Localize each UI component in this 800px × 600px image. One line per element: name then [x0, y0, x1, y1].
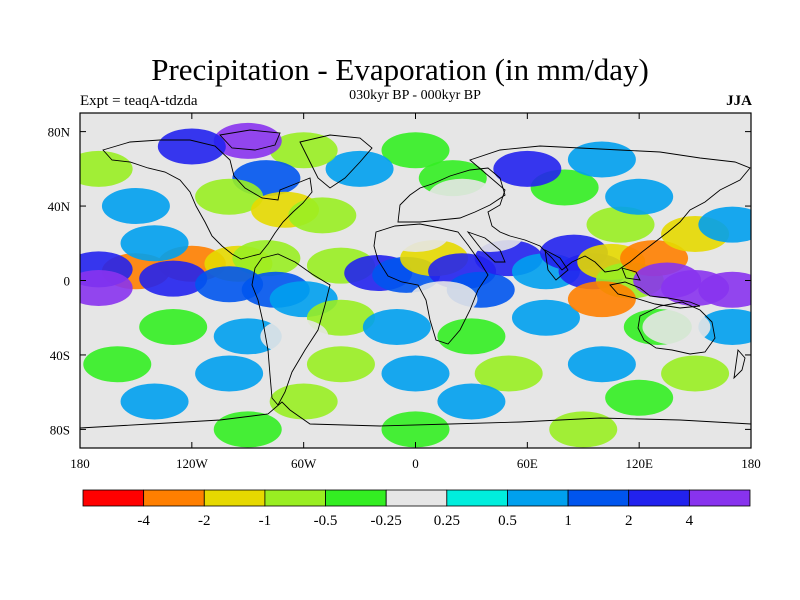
coastline-africa	[373, 223, 489, 345]
colorbar-label: -1	[259, 513, 272, 529]
field-blob	[288, 197, 357, 234]
colorbar: -4 -2 -1 -0.5 -0.25 0.25 0.5 1 2 4	[82, 489, 751, 529]
field-blob	[511, 299, 580, 336]
colorbar-label: 1	[564, 513, 572, 529]
field-blob	[698, 206, 751, 243]
lon-tick-label: 60W	[291, 456, 317, 471]
field-blob	[698, 271, 751, 308]
coastline-greenland	[299, 134, 373, 189]
colorbar-label: -0.5	[314, 513, 338, 529]
lat-tick-label: 40S	[50, 348, 70, 363]
field-blob	[139, 260, 208, 297]
field-blob	[83, 346, 152, 383]
colorbar-swatch	[143, 489, 205, 507]
coastline-arabia-india	[466, 231, 569, 281]
lon-tick-label: 60E	[517, 456, 538, 471]
map-axes: 180 120W 60W 0 60E 120E 180 80N 40N 0 40S 80S	[48, 113, 761, 471]
colorbar-swatch	[264, 489, 326, 507]
coastline-europe	[397, 167, 506, 223]
colorbar-label: -4	[137, 513, 150, 529]
field-blob	[362, 309, 431, 346]
field-layer	[80, 122, 751, 448]
field-blob	[232, 240, 301, 277]
lon-tick-label: 120W	[176, 456, 209, 471]
season-label: JJA	[726, 93, 752, 109]
field-blob	[381, 132, 450, 169]
field-blob	[80, 269, 133, 306]
field-blob	[698, 309, 751, 346]
plot-title: Precipitation - Evaporation (in mm/day)	[151, 52, 649, 87]
field-blob	[381, 411, 450, 448]
coastline-north-america	[102, 139, 313, 260]
field-blob	[661, 355, 730, 392]
field-blob	[605, 178, 674, 215]
lon-tick-label: 180	[70, 456, 90, 471]
field-blob	[157, 128, 226, 165]
lon-tick-label: 0	[412, 456, 419, 471]
lat-tick-label: 40N	[48, 199, 71, 214]
lat-tick-label: 0	[64, 274, 71, 289]
plot-subtitle: 030kyr BP - 000kyr BP	[349, 88, 481, 103]
coastline-antarctica	[80, 401, 751, 429]
field-blob	[120, 225, 189, 262]
field-blob	[549, 411, 618, 448]
colorbar-label: -0.25	[371, 513, 402, 529]
field-blob	[195, 355, 264, 392]
colorbar-swatch	[203, 489, 266, 507]
colorbar-label: 0.25	[434, 513, 460, 529]
colorbar-swatch	[688, 489, 751, 507]
field-blob	[456, 215, 525, 252]
lat-tick-label: 80N	[48, 125, 71, 140]
coastline-indonesia	[609, 267, 701, 309]
colorbar-swatch	[385, 489, 448, 507]
field-blob	[642, 309, 711, 346]
colorbar-label: 0.5	[498, 513, 517, 529]
coastline-asia	[469, 145, 751, 273]
colorbar-swatch	[628, 489, 690, 507]
field-blob	[195, 178, 264, 215]
colorbar-swatch	[567, 489, 630, 507]
colorbar-swatch	[446, 489, 508, 507]
field-blob	[213, 411, 282, 448]
field-blob	[306, 346, 375, 383]
colorbar-swatch	[325, 489, 387, 507]
field-blob	[325, 150, 394, 187]
field-blob	[260, 318, 329, 355]
field-blob	[409, 281, 478, 318]
colorbar-label: 4	[686, 513, 694, 529]
coastline-south-america	[251, 253, 331, 406]
colorbar-label: 2	[625, 513, 633, 529]
field-blob	[474, 355, 543, 392]
field-blob	[139, 309, 208, 346]
colorbar-label: -2	[198, 513, 211, 529]
field-blob	[80, 150, 133, 187]
lon-tick-label: 180	[741, 456, 761, 471]
field-blob	[213, 318, 282, 355]
field-blob	[269, 383, 338, 420]
lat-tick-label: 80S	[50, 422, 70, 437]
colorbar-swatch	[507, 489, 569, 507]
coastlines	[80, 129, 751, 429]
field-blob	[586, 206, 655, 243]
field-blob	[101, 188, 170, 225]
field-blob	[567, 346, 636, 383]
field-blob	[437, 383, 506, 420]
field-blob	[567, 281, 636, 318]
coastline-arctic-islands	[219, 129, 281, 151]
field-blob	[567, 141, 636, 178]
field-blob	[381, 215, 450, 252]
lon-tick-label: 120E	[625, 456, 653, 471]
experiment-label: Expt = teaqA-tdzda	[80, 93, 198, 109]
colorbar-swatch	[82, 489, 145, 507]
coastline-australia	[637, 301, 716, 355]
field-blob	[493, 150, 562, 187]
field-blob	[120, 383, 189, 420]
field-blob	[437, 318, 506, 355]
field-blob	[605, 379, 674, 416]
coastline-new-zealand	[733, 348, 746, 380]
field-blob	[381, 355, 450, 392]
field-blob	[428, 178, 497, 215]
